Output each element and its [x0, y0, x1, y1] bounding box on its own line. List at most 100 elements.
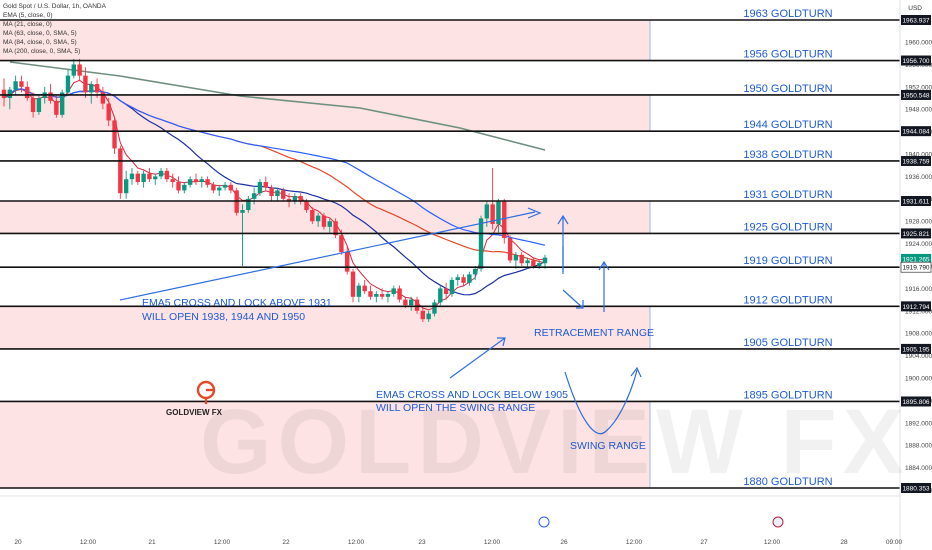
- level-label-9: 1905 GOLDTURN: [743, 337, 832, 349]
- annotation-1: WILL OPEN 1938, 1944 AND 1950: [142, 311, 305, 323]
- candle-body-13: [77, 64, 82, 76]
- goldview-logo-icon: [196, 380, 216, 404]
- level-label-4: 1938 GOLDTURN: [743, 149, 832, 161]
- candle-14: [83, 67, 88, 99]
- candle-57: [333, 218, 338, 239]
- indicator-ema5[interactable]: EMA (5, close, 0): [3, 12, 53, 19]
- candle-body-62: [362, 285, 367, 292]
- indicator-ma21[interactable]: MA (21, close, 0): [3, 21, 52, 28]
- candle-55: [321, 212, 327, 230]
- y-tick-label-12: 1912.000: [905, 308, 932, 315]
- candle-67: [391, 285, 396, 297]
- candle-body-21: [123, 179, 129, 194]
- candle-body-24: [141, 173, 146, 183]
- candle-63: [368, 285, 373, 300]
- x-tick-label-2: 21: [148, 539, 156, 546]
- annotation-4: WILL OPEN THE SWING RANGE: [376, 402, 535, 414]
- candle-body-15: [89, 84, 94, 93]
- level-label-11: 1880 GOLDTURN: [743, 476, 832, 488]
- candle-33: [193, 173, 199, 185]
- candle-body-85: [496, 201, 501, 225]
- candle-17: [100, 86, 106, 110]
- candle-body-66: [385, 294, 391, 297]
- candle-body-22: [129, 173, 135, 180]
- candle-body-89: [519, 254, 524, 264]
- candle-body-20: [118, 148, 123, 194]
- price-label-10: 1905.195: [902, 346, 929, 353]
- price-label-3: 1944.084: [902, 129, 929, 136]
- indicator-ma84[interactable]: MA (84, close, 0, SMA, 5): [3, 39, 77, 46]
- swing-curve: [564, 366, 642, 435]
- candle-25: [147, 168, 152, 183]
- candle-body-0: [1, 89, 7, 99]
- candle-body-47: [275, 190, 280, 197]
- candle-78: [455, 274, 460, 286]
- candle-body-53: [310, 210, 315, 222]
- candle-body-18: [106, 103, 111, 121]
- price-label-7: 1921.265: [902, 256, 929, 263]
- candle-body-41: [240, 210, 245, 213]
- annotation-5: SWING RANGE: [570, 440, 646, 452]
- candle-body-26: [153, 176, 158, 180]
- candle-body-11: [65, 75, 71, 93]
- symbol-title[interactable]: Gold Spot / U.S. Dollar, 1h, OANDA: [3, 3, 106, 10]
- candle-body-90: [525, 260, 530, 264]
- candle-19: [112, 117, 117, 155]
- candle-body-37: [217, 187, 222, 191]
- candle-15: [89, 81, 94, 104]
- price-label-bg-9: [901, 301, 931, 312]
- level-label-5: 1931 GOLDTURN: [743, 189, 832, 201]
- ema5-line: [3, 79, 546, 311]
- price-label-9: 1912.794: [902, 304, 929, 311]
- candle-body-51: [298, 196, 303, 202]
- candle-body-57: [333, 221, 338, 236]
- candle-body-28: [164, 170, 170, 180]
- candle-body-86: [502, 201, 507, 239]
- price-label-bg-0: [901, 15, 931, 25]
- time-axis[interactable]: 20 12:00 21 12:00 22 12:00 23 12:00 26 12:00 27 12:…: [0, 495, 903, 546]
- candle-body-84: [490, 204, 495, 225]
- chart-legend[interactable]: Gold Spot / U.S. Dollar, 1h, OANDA EMA (…: [3, 2, 106, 56]
- candle-47: [275, 187, 280, 202]
- x-tick-label-8: 26: [560, 539, 568, 546]
- zone-0: [0, 20, 650, 61]
- candle-71: [414, 296, 420, 314]
- level-label-0: 1963 GOLDTURN: [743, 8, 832, 20]
- candle-46: [269, 184, 274, 202]
- candle-85: [496, 198, 501, 233]
- indicator-ma63[interactable]: MA (63, close, 0, SMA, 5): [3, 30, 77, 37]
- price-label-8: 1919.790: [902, 265, 929, 272]
- price-label-6: 1925.821: [902, 231, 929, 238]
- indicator-ma200[interactable]: MA (200, close, 0, SMA, 5): [3, 48, 81, 55]
- price-axis[interactable]: USD1960.0001956.0001952.0001948.0001944.…: [899, 0, 932, 550]
- candle-6: [36, 95, 42, 115]
- candle-8: [48, 84, 53, 104]
- price-label-bg-3: [901, 126, 931, 137]
- candle-body-2: [13, 81, 18, 90]
- candle-82: [478, 215, 484, 272]
- candle-50: [292, 193, 298, 205]
- price-label-bg-12: [901, 483, 931, 493]
- candle-74: [432, 299, 437, 317]
- candle-76: [443, 282, 449, 300]
- x-tick-label-7: 12:00: [484, 539, 501, 546]
- x-tick-label-6: 23: [418, 539, 426, 546]
- candle-37: [217, 184, 222, 197]
- x-tick-label-0: 20: [14, 539, 22, 546]
- candle-18: [106, 98, 111, 127]
- candle-body-74: [432, 302, 437, 314]
- candle-body-42: [246, 198, 251, 211]
- zone-3: [0, 306, 650, 349]
- candle-body-92: [536, 263, 542, 267]
- candle-body-29: [170, 179, 175, 183]
- candle-body-35: [205, 179, 210, 185]
- candle-body-55: [321, 215, 327, 227]
- price-label-bg-2: [901, 89, 931, 100]
- candle-29: [170, 173, 175, 188]
- candle-body-3: [19, 81, 24, 87]
- candle-body-4: [25, 86, 30, 99]
- candle-5: [30, 92, 36, 118]
- price-label-bg-1: [901, 55, 931, 66]
- candle-body-77: [449, 280, 455, 295]
